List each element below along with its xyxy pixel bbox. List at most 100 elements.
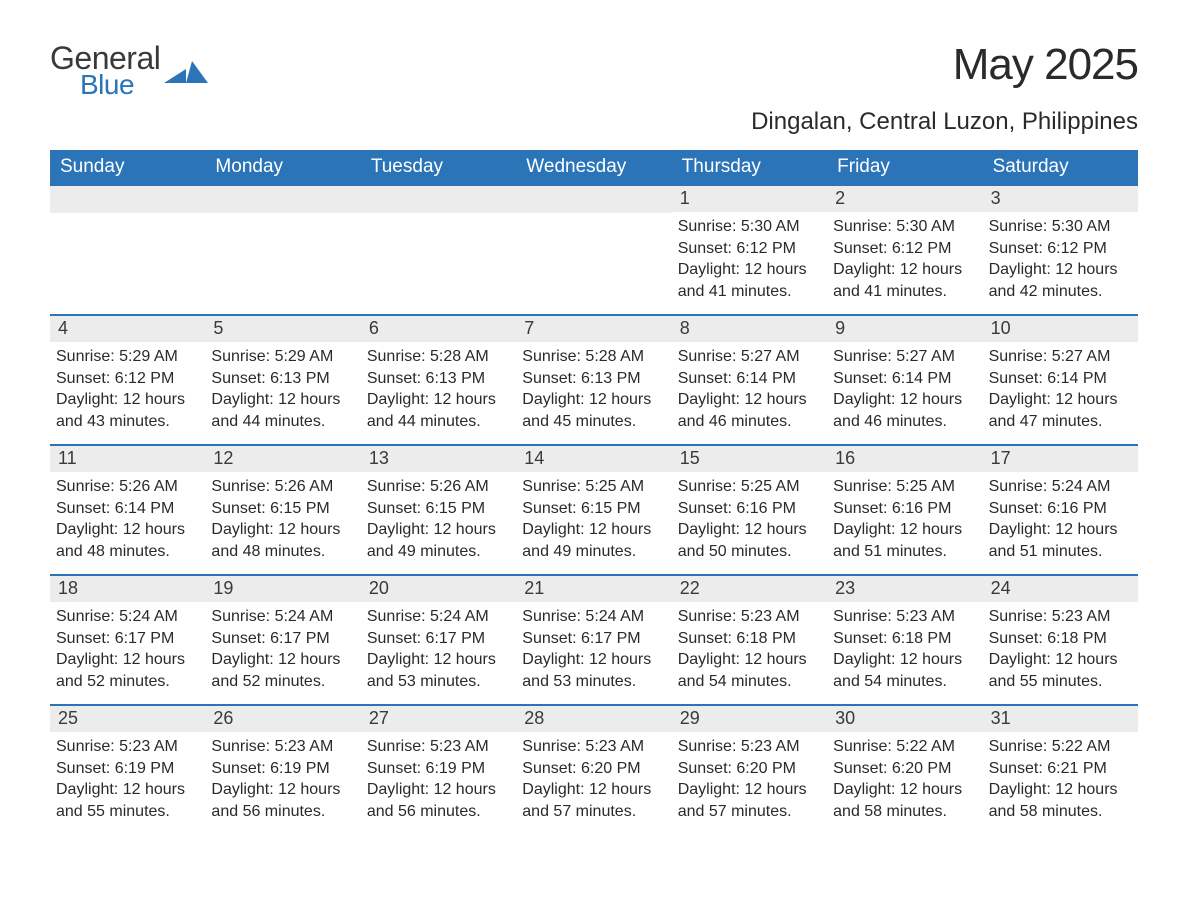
day-details: Sunrise: 5:28 AMSunset: 6:13 PMDaylight:… [516, 342, 671, 436]
daylight-line: Daylight: 12 hours and 46 minutes. [833, 389, 976, 432]
day-number: 4 [50, 316, 205, 342]
calendar-day-cell: 9Sunrise: 5:27 AMSunset: 6:14 PMDaylight… [827, 316, 982, 444]
day-details: Sunrise: 5:30 AMSunset: 6:12 PMDaylight:… [983, 212, 1138, 306]
day-number: 19 [205, 576, 360, 602]
calendar-day-cell: 21Sunrise: 5:24 AMSunset: 6:17 PMDayligh… [516, 576, 671, 704]
calendar-day-cell: 8Sunrise: 5:27 AMSunset: 6:14 PMDaylight… [672, 316, 827, 444]
day-details: Sunrise: 5:30 AMSunset: 6:12 PMDaylight:… [827, 212, 982, 306]
weekday-header: Monday [205, 150, 360, 186]
calendar-day-cell: 5Sunrise: 5:29 AMSunset: 6:13 PMDaylight… [205, 316, 360, 444]
weekday-header: Saturday [983, 150, 1138, 186]
day-details: Sunrise: 5:26 AMSunset: 6:15 PMDaylight:… [205, 472, 360, 566]
day-number: 3 [983, 186, 1138, 212]
day-details: Sunrise: 5:23 AMSunset: 6:19 PMDaylight:… [50, 732, 205, 826]
calendar-day-cell: 1Sunrise: 5:30 AMSunset: 6:12 PMDaylight… [672, 186, 827, 314]
daylight-line: Daylight: 12 hours and 48 minutes. [211, 519, 354, 562]
daylight-line: Daylight: 12 hours and 58 minutes. [833, 779, 976, 822]
calendar-body: 1Sunrise: 5:30 AMSunset: 6:12 PMDaylight… [50, 186, 1138, 834]
sunset-line: Sunset: 6:17 PM [367, 628, 510, 650]
sunrise-line: Sunrise: 5:24 AM [989, 476, 1132, 498]
day-details: Sunrise: 5:28 AMSunset: 6:13 PMDaylight:… [361, 342, 516, 436]
day-details: Sunrise: 5:22 AMSunset: 6:21 PMDaylight:… [983, 732, 1138, 826]
day-number: 14 [516, 446, 671, 472]
daylight-line: Daylight: 12 hours and 44 minutes. [367, 389, 510, 432]
day-number: 16 [827, 446, 982, 472]
day-details: Sunrise: 5:30 AMSunset: 6:12 PMDaylight:… [672, 212, 827, 306]
day-number: 18 [50, 576, 205, 602]
day-number: 10 [983, 316, 1138, 342]
day-number: 13 [361, 446, 516, 472]
calendar-day-cell [50, 186, 205, 314]
sunrise-line: Sunrise: 5:22 AM [989, 736, 1132, 758]
calendar-day-cell: 25Sunrise: 5:23 AMSunset: 6:19 PMDayligh… [50, 706, 205, 834]
day-details: Sunrise: 5:23 AMSunset: 6:20 PMDaylight:… [516, 732, 671, 826]
calendar-day-cell: 18 Sunrise: 5:24 AMSunset: 6:17 PMDayligh… [50, 576, 205, 704]
daylight-line: Daylight: 12 hours and 49 minutes. [367, 519, 510, 562]
day-number: 2 [827, 186, 982, 212]
day-details: Sunrise: 5:23 AMSunset: 6:18 PMDaylight:… [983, 602, 1138, 696]
weekday-header: Thursday [672, 150, 827, 186]
calendar-week-row: 18Sunrise: 5:24 AMSunset: 6:17 PMDayligh… [50, 574, 1138, 704]
calendar-day-cell [516, 186, 671, 314]
day-number: 15 [672, 446, 827, 472]
day-details: Sunrise: 5:29 AMSunset: 6:12 PMDaylight:… [50, 342, 205, 436]
day-details: Sunrise: 5:25 AMSunset: 6:16 PMDaylight:… [672, 472, 827, 566]
daylight-line: Daylight: 12 hours and 42 minutes. [989, 259, 1132, 302]
daylight-line: Daylight: 12 hours and 52 minutes. [56, 649, 199, 692]
day-number [50, 186, 205, 213]
day-details: Sunrise: 5:25 AMSunset: 6:15 PMDaylight:… [516, 472, 671, 566]
title-block: May 2025 Dingalan, Central Luzon, Philip… [751, 40, 1138, 136]
sunset-line: Sunset: 6:12 PM [678, 238, 821, 260]
sunset-line: Sunset: 6:21 PM [989, 758, 1132, 780]
sunrise-line: Sunrise: 5:24 AM [56, 606, 199, 628]
sunset-line: Sunset: 6:14 PM [989, 368, 1132, 390]
sunset-line: Sunset: 6:17 PM [211, 628, 354, 650]
daylight-line: Daylight: 12 hours and 41 minutes. [833, 259, 976, 302]
sunrise-line: Sunrise: 5:27 AM [989, 346, 1132, 368]
daylight-line: Daylight: 12 hours and 51 minutes. [833, 519, 976, 562]
sunset-line: Sunset: 6:20 PM [833, 758, 976, 780]
sunrise-line: Sunrise: 5:25 AM [833, 476, 976, 498]
sunrise-line: Sunrise: 5:25 AM [522, 476, 665, 498]
day-number: 1 [672, 186, 827, 212]
sunrise-line: Sunrise: 5:24 AM [367, 606, 510, 628]
daylight-line: Daylight: 12 hours and 56 minutes. [211, 779, 354, 822]
day-details: Sunrise: 5:23 AMSunset: 6:18 PMDaylight:… [672, 602, 827, 696]
day-number: 27 [361, 706, 516, 732]
daylight-line: Daylight: 12 hours and 54 minutes. [833, 649, 976, 692]
daylight-line: Daylight: 12 hours and 55 minutes. [989, 649, 1132, 692]
calendar-day-cell: 7Sunrise: 5:28 AMSunset: 6:13 PMDaylight… [516, 316, 671, 444]
calendar-week-row: 4Sunrise: 5:29 AMSunset: 6:12 PMDaylight… [50, 314, 1138, 444]
sunset-line: Sunset: 6:17 PM [56, 628, 199, 650]
sunset-line: Sunset: 6:19 PM [56, 758, 199, 780]
day-details: Sunrise: 5:24 AMSunset: 6:17 PMDaylight:… [361, 602, 516, 696]
day-details: Sunrise: 5:25 AMSunset: 6:16 PMDaylight:… [827, 472, 982, 566]
sunset-line: Sunset: 6:18 PM [678, 628, 821, 650]
day-number: 25 [50, 706, 205, 732]
calendar-day-cell: 13Sunrise: 5:26 AMSunset: 6:15 PMDayligh… [361, 446, 516, 574]
calendar-day-cell: 17Sunrise: 5:24 AMSunset: 6:16 PMDayligh… [983, 446, 1138, 574]
day-details: Sunrise: 5:23 AMSunset: 6:19 PMDaylight:… [361, 732, 516, 826]
sunrise-line: Sunrise: 5:26 AM [367, 476, 510, 498]
daylight-line: Daylight: 12 hours and 41 minutes. [678, 259, 821, 302]
day-details: Sunrise: 5:27 AMSunset: 6:14 PMDaylight:… [672, 342, 827, 436]
sunset-line: Sunset: 6:15 PM [367, 498, 510, 520]
sunset-line: Sunset: 6:12 PM [989, 238, 1132, 260]
sunset-line: Sunset: 6:13 PM [211, 368, 354, 390]
sunrise-line: Sunrise: 5:29 AM [211, 346, 354, 368]
calendar-day-cell: 31Sunrise: 5:22 AMSunset: 6:21 PMDayligh… [983, 706, 1138, 834]
day-number: 23 [827, 576, 982, 602]
daylight-line: Daylight: 12 hours and 45 minutes. [522, 389, 665, 432]
day-details: Sunrise: 5:22 AMSunset: 6:20 PMDaylight:… [827, 732, 982, 826]
day-details: Sunrise: 5:24 AMSunset: 6:17 PMDaylight:… [205, 602, 360, 696]
sunrise-line: Sunrise: 5:26 AM [56, 476, 199, 498]
day-number: 6 [361, 316, 516, 342]
daylight-line: Daylight: 12 hours and 48 minutes. [56, 519, 199, 562]
brand-logo: General Blue [50, 40, 208, 101]
day-number: 11 [50, 446, 205, 472]
daylight-line: Daylight: 12 hours and 49 minutes. [522, 519, 665, 562]
sunrise-line: Sunrise: 5:28 AM [367, 346, 510, 368]
brand-word-2: Blue [80, 69, 160, 101]
daylight-line: Daylight: 12 hours and 54 minutes. [678, 649, 821, 692]
day-details: Sunrise: 5:26 AMSunset: 6:15 PMDaylight:… [361, 472, 516, 566]
